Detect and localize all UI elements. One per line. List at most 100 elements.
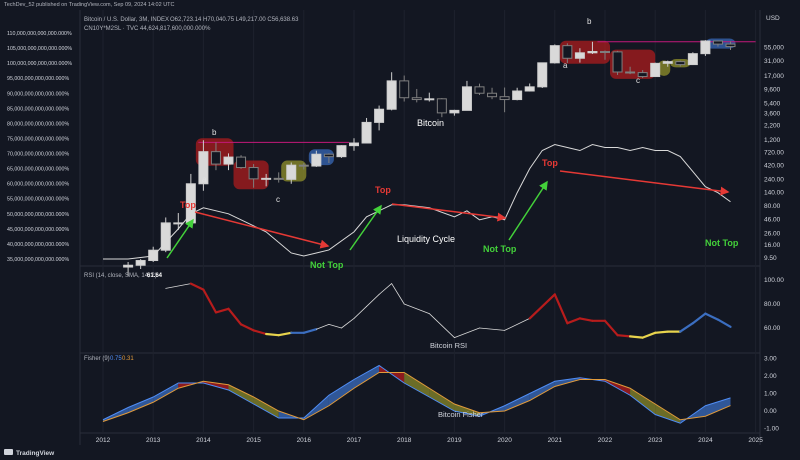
candle-body-36 bbox=[574, 52, 585, 59]
tradingview-brand: TradingView bbox=[16, 450, 55, 457]
rsi-segment-29 bbox=[616, 334, 632, 338]
fisher-fill-21 bbox=[630, 388, 656, 415]
published-credit: TechDev_52 published on TradingView.com,… bbox=[4, 2, 175, 8]
candle-body-32 bbox=[524, 86, 535, 92]
rally-arrow-2 bbox=[508, 180, 548, 241]
left-axis-tick-2: 100,000,000,000,000.000% bbox=[7, 61, 72, 67]
fisher-fill-23 bbox=[680, 405, 706, 424]
top-label-2013: Top bbox=[180, 200, 196, 210]
candle-body-17 bbox=[336, 145, 347, 158]
right-axis-tick-1: 55,000 bbox=[764, 44, 784, 51]
right-axis-tick-9: 720.00 bbox=[764, 150, 784, 157]
rsi-axis-tick-0: 100.00 bbox=[764, 277, 784, 284]
liquidity-cycle-label: Liquidity Cycle bbox=[397, 234, 455, 244]
rsi-segment-13 bbox=[341, 317, 355, 329]
left-axis-tick-4: 90,000,000,000,000.000% bbox=[7, 91, 69, 97]
right-axis-tick-6: 3,600 bbox=[764, 111, 781, 118]
candle-body-30 bbox=[499, 96, 510, 101]
candle-body-3 bbox=[160, 222, 171, 251]
right-axis-tick-4: 9,600 bbox=[764, 87, 781, 94]
right-axis-tick-8: 1,200 bbox=[764, 137, 781, 144]
top-arrow-1 bbox=[391, 203, 507, 222]
price-candles bbox=[123, 40, 736, 276]
wave-b-2021: b bbox=[587, 17, 592, 26]
rsi-segment-8 bbox=[277, 331, 293, 337]
year-tick-11: 2023 bbox=[648, 437, 663, 444]
right-axis-tick-16: 16.00 bbox=[764, 242, 781, 249]
left-axis-tick-14: 40,000,000,000,000.000% bbox=[7, 242, 69, 248]
currency-label: USD bbox=[766, 15, 780, 22]
year-tick-5: 2017 bbox=[347, 437, 362, 444]
annotations bbox=[166, 170, 730, 259]
fisher-title: Fisher (9) bbox=[84, 356, 110, 362]
rsi-label: Bitcoin RSI bbox=[430, 341, 467, 350]
rsi-segment-7 bbox=[265, 332, 280, 337]
candle-body-0 bbox=[123, 264, 134, 268]
fisher-fill-14 bbox=[454, 404, 480, 417]
right-axis-tick-7: 2,200 bbox=[764, 123, 781, 130]
candle-body-38 bbox=[600, 51, 610, 54]
year-tick-9: 2021 bbox=[548, 437, 563, 444]
year-tick-12: 2024 bbox=[698, 437, 713, 444]
right-axis-tick-5: 5,400 bbox=[764, 101, 781, 108]
rsi-segment-11 bbox=[315, 323, 330, 330]
right-axis-tick-3: 17,000 bbox=[764, 73, 784, 80]
fisher-axis-tick-2: 1.00 bbox=[764, 391, 777, 398]
fisher-fill-22 bbox=[655, 404, 681, 424]
left-axis-tick-12: 50,000,000,000,000.000% bbox=[7, 212, 69, 218]
candle-body-28 bbox=[474, 86, 485, 94]
fisher-axis-tick-0: 3.00 bbox=[764, 356, 777, 363]
year-tick-1: 2013 bbox=[146, 437, 161, 444]
candle-body-48 bbox=[725, 43, 736, 48]
left-axis-tick-15: 35,000,000,000,000.000% bbox=[7, 257, 69, 263]
candle-body-46 bbox=[700, 40, 711, 55]
rsi-segment-24 bbox=[553, 293, 569, 325]
candle-body-13 bbox=[286, 164, 297, 180]
fisher-series bbox=[102, 364, 731, 424]
rsi-segment-36 bbox=[704, 312, 720, 321]
rsi-segment-21 bbox=[479, 327, 506, 331]
year-tick-13: 2025 bbox=[748, 437, 763, 444]
rsi-segment-32 bbox=[654, 330, 669, 334]
tradingview-logo-icon bbox=[4, 449, 13, 455]
candle-body-10 bbox=[248, 167, 259, 180]
rsi-segment-4 bbox=[227, 307, 243, 326]
left-axis-tick-13: 45,000,000,000,000.000% bbox=[7, 227, 69, 233]
candle-body-1 bbox=[135, 260, 146, 266]
rally-arrow-0 bbox=[166, 218, 194, 259]
candle-body-25 bbox=[436, 98, 447, 114]
highlight-zone-4 bbox=[559, 40, 611, 64]
rsi-segment-2 bbox=[202, 288, 218, 314]
fisher-fill-16 bbox=[504, 393, 530, 411]
wave-c-2015: c bbox=[276, 195, 280, 204]
candle-body-9 bbox=[236, 156, 247, 169]
candle-body-12 bbox=[273, 177, 284, 180]
top-arrow-2 bbox=[559, 170, 730, 196]
left-axis-tick-3: 95,000,000,000,000.000% bbox=[7, 76, 69, 82]
year-tick-6: 2018 bbox=[397, 437, 412, 444]
candle-body-44 bbox=[675, 61, 686, 66]
candle-body-42 bbox=[650, 62, 661, 78]
rsi-value: 61.64 bbox=[147, 273, 163, 279]
rsi-segment-3 bbox=[214, 307, 230, 314]
rsi-segment-23 bbox=[528, 293, 556, 320]
fisher-fill-17 bbox=[529, 381, 555, 401]
year-tick-4: 2016 bbox=[297, 437, 312, 444]
candle-body-20 bbox=[374, 108, 385, 123]
year-tick-8: 2020 bbox=[497, 437, 512, 444]
rsi-segment-1 bbox=[189, 282, 205, 291]
candle-body-41 bbox=[637, 72, 648, 78]
fisher-axis-tick-3: 0.00 bbox=[764, 408, 777, 415]
top-arrow-0 bbox=[194, 211, 330, 249]
candle-body-26 bbox=[449, 109, 460, 114]
fisher-fill-5 bbox=[228, 384, 254, 404]
fisher-value: 0.75 bbox=[110, 356, 122, 362]
rsi-segment-15 bbox=[366, 293, 380, 307]
candle-body-24 bbox=[424, 98, 435, 101]
fisher-axis-tick-1: 2.00 bbox=[764, 373, 777, 380]
left-axis-tick-9: 65,000,000,000,000.000% bbox=[7, 167, 69, 173]
left-axis-tick-1: 105,000,000,000,000.000% bbox=[7, 46, 72, 52]
year-tick-10: 2022 bbox=[598, 437, 613, 444]
liquidity-series bbox=[103, 143, 731, 260]
